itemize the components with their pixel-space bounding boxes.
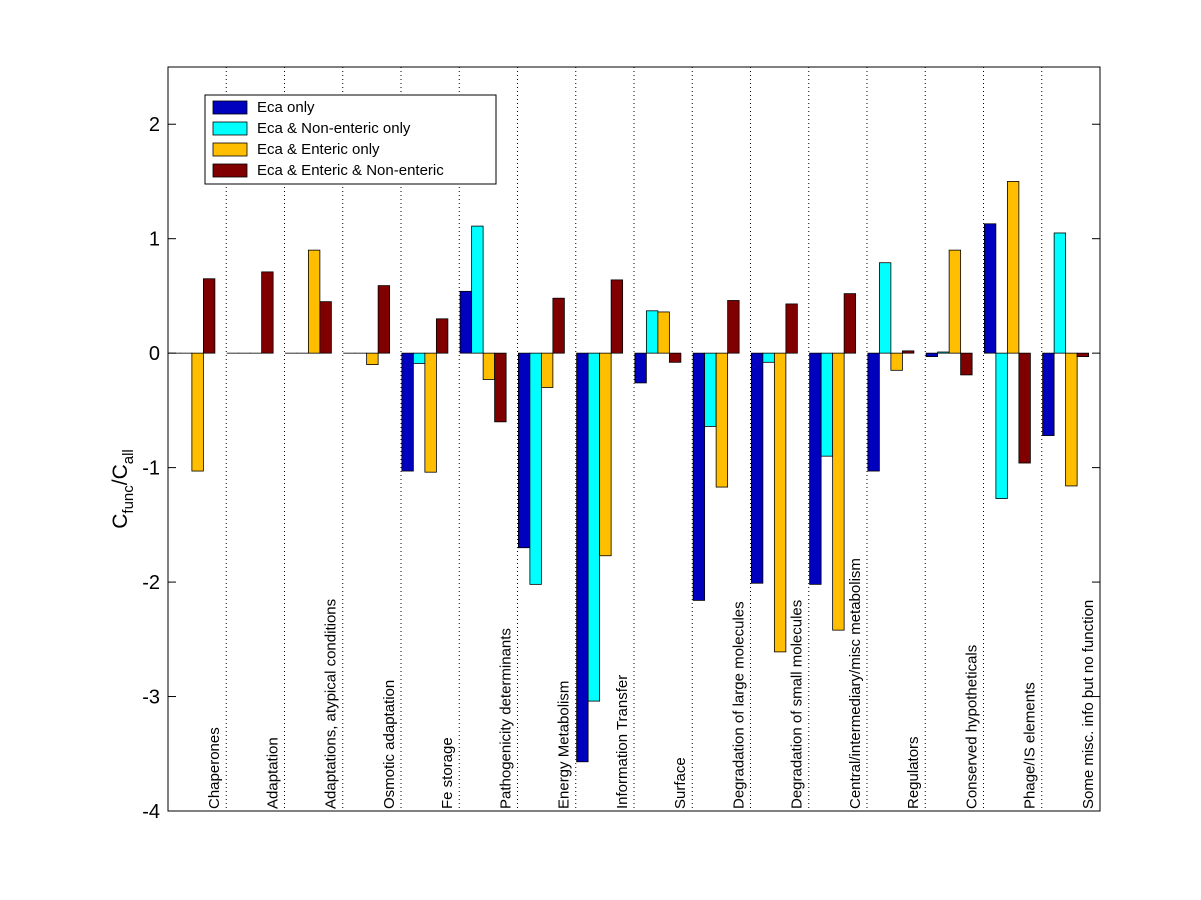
- bar: [482, 352, 496, 380]
- y-axis-label-main: C: [109, 514, 132, 529]
- legend-box: [204, 94, 497, 185]
- bar: [459, 290, 473, 354]
- bar: [494, 352, 507, 423]
- category-label: Information Transfer: [614, 675, 631, 809]
- bar: [809, 352, 822, 585]
- y-tick-label: 0: [149, 343, 160, 365]
- y-axis: 2 1 0 -1 -2 -3 -4: [142, 114, 1100, 823]
- bar: [529, 352, 542, 585]
- y-axis-label-sub2: all: [120, 449, 137, 464]
- bar: [401, 352, 414, 472]
- bar: [704, 352, 717, 427]
- legend-label: Eca & Non-enteric only: [257, 120, 411, 137]
- bar: [727, 300, 740, 354]
- y-tick-label: -1: [142, 458, 160, 480]
- bar: [424, 352, 437, 473]
- bar: [995, 352, 1008, 499]
- y-tick-label: -2: [142, 572, 160, 594]
- bar: [191, 352, 204, 472]
- category-label: Degradation of large molecules: [730, 601, 747, 809]
- bar: [843, 293, 857, 354]
- y-axis-label-sep: /C: [109, 464, 132, 485]
- y-tick-label: 2: [149, 114, 160, 136]
- bar: [307, 249, 321, 354]
- bar: [1076, 352, 1090, 357]
- bar: [634, 352, 647, 384]
- legend-swatch: [212, 142, 248, 157]
- y-tick-label: 1: [149, 229, 160, 251]
- y-axis-label: Cfunc/Call: [109, 449, 137, 529]
- bar: [587, 352, 601, 702]
- bar: [832, 352, 845, 631]
- bar: [657, 311, 670, 354]
- bar: [1018, 352, 1031, 464]
- bar: [435, 318, 449, 354]
- bar: [983, 223, 997, 354]
- category-labels: Chaperones Adaptation Adaptations, atypica…: [206, 558, 1097, 809]
- bar: [610, 279, 624, 354]
- bar: [715, 352, 729, 488]
- bar: [1042, 352, 1055, 436]
- category-label: Regulators: [905, 736, 922, 809]
- category-label: Chaperones: [206, 727, 223, 809]
- y-tick-label: -3: [142, 687, 160, 709]
- plot-frame: [167, 66, 1101, 812]
- bar: [901, 350, 915, 354]
- legend-label: Eca & Enteric only: [257, 141, 380, 158]
- bar: [773, 352, 787, 653]
- bar: [552, 297, 565, 354]
- bar: [540, 352, 554, 388]
- y-axis-label-sub1: func: [120, 485, 137, 514]
- bar: [471, 225, 484, 354]
- bar: [820, 352, 834, 457]
- category-label: Adaptation: [264, 737, 281, 809]
- legend-swatch: [212, 163, 248, 178]
- category-label: Fe storage: [439, 737, 456, 809]
- category-label: Pathogenicity determinants: [497, 628, 514, 809]
- bar: [261, 271, 274, 354]
- bar: [878, 262, 892, 354]
- category-label: Central/intermediary/misc metabolism: [847, 558, 864, 809]
- bar: [948, 249, 962, 354]
- category-label: Degradation of small molecules: [789, 600, 806, 809]
- bar: [517, 352, 531, 549]
- category-label: Energy Metabolism: [556, 681, 573, 809]
- bar: [785, 303, 798, 354]
- bar: [668, 352, 682, 363]
- bar: [867, 352, 880, 472]
- legend-swatch: [212, 100, 248, 115]
- bar: [319, 301, 332, 354]
- legend-label: Eca & Enteric & Non-enteric: [257, 162, 444, 179]
- legend: Eca only Eca & Non-enteric only Eca & Ente…: [204, 94, 497, 185]
- bar: [377, 285, 391, 354]
- category-label: Phage/IS elements: [1022, 682, 1039, 809]
- category-label: Osmotic adaptation: [381, 680, 398, 809]
- category-label: Some misc. info but no function: [1080, 600, 1097, 809]
- category-label: Surface: [672, 757, 689, 809]
- bar: [1053, 232, 1067, 354]
- category-label: Adaptations, atypical conditions: [323, 599, 340, 809]
- bar: [937, 351, 950, 354]
- bar: [412, 352, 426, 364]
- bar: [960, 352, 973, 376]
- bar: [762, 352, 775, 363]
- bar: [202, 278, 216, 354]
- legend-swatch: [212, 121, 248, 136]
- bar: [599, 352, 612, 557]
- bar: [1006, 181, 1020, 354]
- bar: [576, 352, 589, 763]
- bar: [366, 352, 379, 365]
- legend-label: Eca only: [257, 99, 315, 116]
- y-tick-label: -4: [142, 801, 160, 823]
- bar: [890, 352, 903, 371]
- bar: [645, 310, 659, 354]
- bar: [1065, 352, 1078, 487]
- bar: [925, 352, 939, 357]
- bars: [168, 181, 1090, 763]
- bar: [750, 352, 764, 584]
- bar: [692, 352, 706, 601]
- category-label: Conserved hypotheticals: [963, 645, 980, 809]
- category-separators: [225, 67, 1043, 811]
